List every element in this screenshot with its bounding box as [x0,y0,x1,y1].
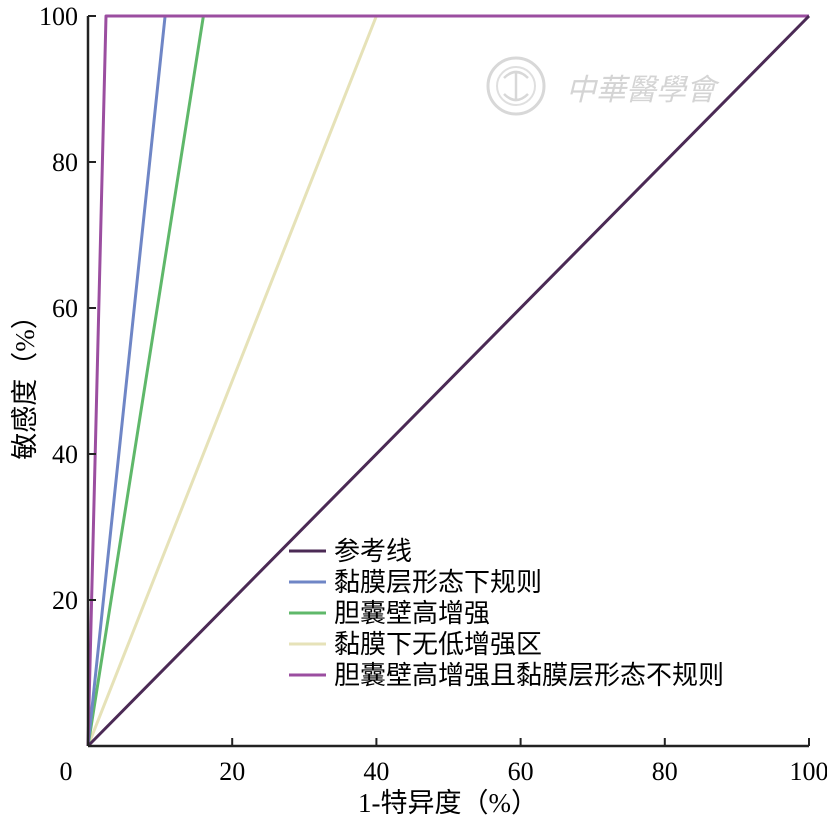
x-tick-label: 100 [790,757,827,786]
watermark: 中華醫學會 [486,56,720,116]
tick-layer: 0 20 40 60 80 100 20 40 60 80 100 [39,2,827,786]
y-tick-label: 60 [52,294,78,323]
legend-label: 参考线 [334,537,412,566]
legend-label: 胆囊壁高增强且黏膜层形态不规则 [334,661,724,690]
watermark-seal-icon [486,56,546,116]
watermark-text: 中華醫學會 [566,73,720,108]
y-tick-label: 20 [52,586,78,615]
y-tick-label: 80 [52,148,78,177]
series-layer [86,14,811,748]
x-axis-title: 1-特异度（%） [358,788,538,818]
legend-label: 黏膜下无低增强区 [334,630,542,659]
x-tick-label: 80 [652,757,678,786]
x-tick-label: 20 [219,757,245,786]
legend-label: 黏膜层形态下规则 [334,568,542,597]
y-tick-label: 40 [52,440,78,469]
series-line-0 [86,14,811,748]
y-axis-title: 敏感度（%） [10,302,40,460]
x-tick-label: 0 [60,757,73,786]
legend-label: 胆囊壁高增强 [334,599,490,628]
x-tick-label: 40 [363,757,389,786]
series-line-4 [86,14,809,747]
x-tick-label: 60 [508,757,534,786]
y-tick-label: 100 [39,2,78,31]
